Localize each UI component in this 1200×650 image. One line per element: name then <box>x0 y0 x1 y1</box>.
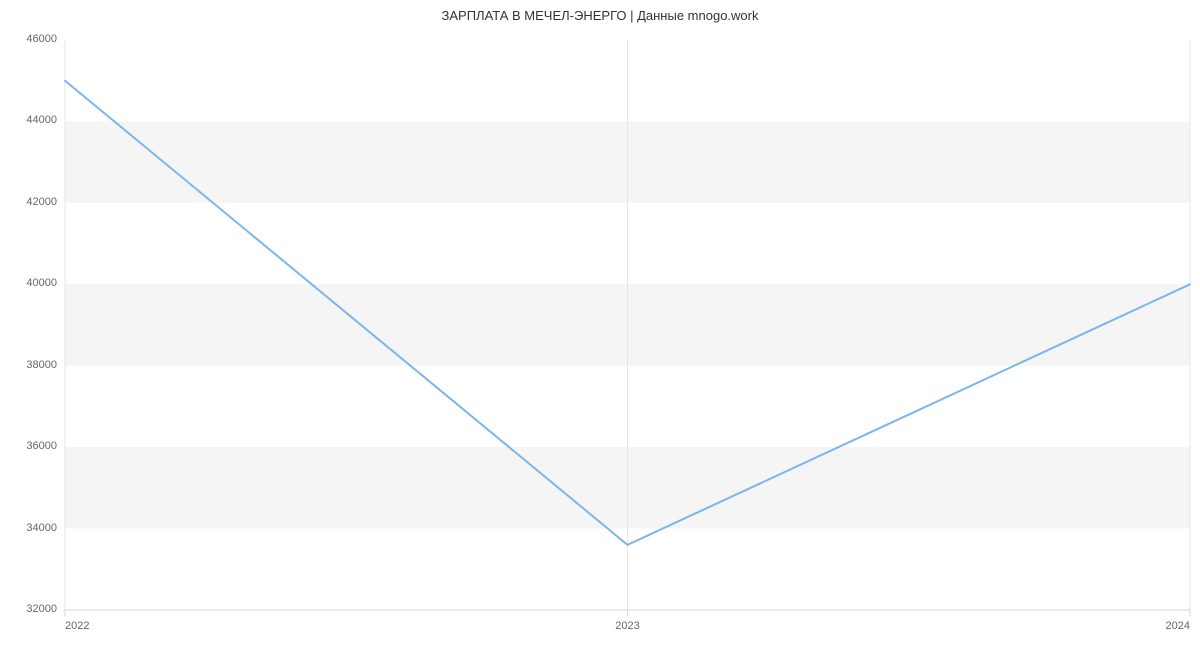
salary-line-chart: ЗАРПЛАТА В МЕЧЕЛ-ЭНЕРГО | Данные mnogo.w… <box>0 0 1200 650</box>
chart-svg <box>0 0 1200 650</box>
x-axis-tick-label: 2022 <box>65 620 89 632</box>
y-axis-tick-label: 42000 <box>7 196 57 208</box>
y-axis-tick-label: 44000 <box>7 114 57 126</box>
y-axis-tick-label: 46000 <box>7 33 57 45</box>
y-axis-tick-label: 40000 <box>7 277 57 289</box>
x-axis-tick-label: 2023 <box>615 620 639 632</box>
chart-title: ЗАРПЛАТА В МЕЧЕЛ-ЭНЕРГО | Данные mnogo.w… <box>0 8 1200 23</box>
y-axis-tick-label: 34000 <box>7 522 57 534</box>
y-axis-tick-label: 36000 <box>7 440 57 452</box>
y-axis-tick-label: 32000 <box>7 603 57 615</box>
y-axis-tick-label: 38000 <box>7 359 57 371</box>
x-axis-tick-label: 2024 <box>1166 620 1190 632</box>
